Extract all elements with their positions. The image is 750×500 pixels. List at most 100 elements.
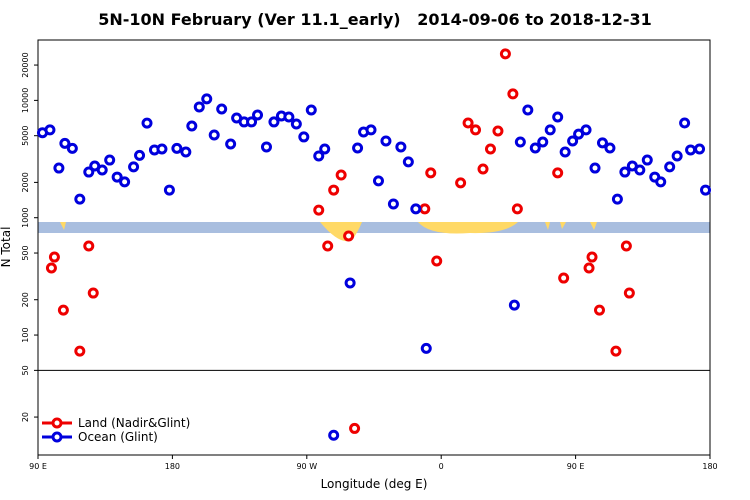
data-point — [470, 124, 482, 136]
data-point — [372, 175, 384, 187]
legend-marker — [51, 431, 63, 443]
data-point — [634, 164, 646, 176]
data-point — [583, 262, 595, 274]
data-point — [508, 299, 520, 311]
data-point — [180, 146, 192, 158]
data-point — [328, 429, 340, 441]
data-point — [328, 184, 340, 196]
data-point — [252, 109, 264, 121]
data-point — [694, 143, 706, 155]
data-point — [246, 116, 258, 128]
data-point — [156, 143, 168, 155]
data-point — [499, 48, 511, 60]
data-point — [420, 342, 432, 354]
legend-label: Ocean (Glint) — [78, 430, 158, 444]
data-point — [558, 272, 570, 284]
surface-band — [38, 222, 710, 242]
x-tick-label: 180 — [702, 462, 717, 471]
x-tick-label: 90 E — [567, 462, 585, 471]
data-point — [537, 136, 549, 148]
data-point — [507, 88, 519, 100]
data-point — [455, 177, 467, 189]
data-point — [349, 422, 361, 434]
chart-title: 5N-10N February (Ver 11.1_early) 2014-09… — [98, 10, 652, 29]
data-point — [596, 137, 608, 149]
data-point — [619, 166, 631, 178]
data-point — [559, 146, 571, 158]
data-point — [344, 277, 356, 289]
data-point — [552, 111, 564, 123]
data-point — [186, 120, 198, 132]
data-point — [685, 144, 697, 156]
y-tick-label: 5000 — [21, 126, 30, 146]
data-point — [305, 104, 317, 116]
data-point — [492, 125, 504, 137]
data-point — [171, 142, 183, 154]
x-tick-label: 90 E — [29, 462, 47, 471]
data-point — [511, 203, 523, 215]
data-point — [552, 167, 564, 179]
data-point — [260, 141, 272, 153]
y-tick-label: 50 — [21, 365, 30, 375]
data-point — [655, 176, 667, 188]
y-tick-label: 20000 — [21, 52, 30, 77]
data-point — [610, 345, 622, 357]
data-point — [580, 124, 592, 136]
y-tick-label: 10000 — [21, 88, 30, 113]
data-point — [53, 162, 65, 174]
data-point — [335, 169, 347, 181]
data-point — [529, 142, 541, 154]
data-point — [522, 104, 534, 116]
data-point — [611, 193, 623, 205]
data-point — [641, 154, 653, 166]
data-point — [298, 131, 310, 143]
data-point — [387, 198, 399, 210]
data-point — [74, 345, 86, 357]
data-point — [193, 101, 205, 113]
x-tick-label: 0 — [439, 462, 444, 471]
data-point — [313, 150, 325, 162]
y-axis-label: N Total — [0, 227, 13, 268]
x-tick-label: 90 W — [296, 462, 317, 471]
data-point — [119, 176, 131, 188]
y-tick-label: 100 — [21, 327, 30, 342]
data-point — [283, 111, 295, 123]
data-point — [96, 164, 108, 176]
data-point — [589, 162, 601, 174]
legend-marker — [51, 417, 63, 429]
land-shape — [418, 222, 518, 234]
plot-frame — [37, 39, 711, 456]
data-point — [57, 304, 69, 316]
y-tick-label: 20 — [21, 412, 30, 422]
data-point — [410, 203, 422, 215]
data-point — [83, 166, 95, 178]
data-point — [620, 240, 632, 252]
data-point — [395, 141, 407, 153]
data-point — [290, 118, 302, 130]
data-point — [477, 163, 489, 175]
data-point — [313, 204, 325, 216]
data-point — [74, 193, 86, 205]
data-point — [365, 124, 377, 136]
data-point — [593, 304, 605, 316]
legend-label: Land (Nadir&Glint) — [78, 416, 190, 430]
legend: Land (Nadir&Glint)Ocean (Glint) — [42, 416, 190, 444]
data-point — [319, 143, 331, 155]
data-point — [462, 117, 474, 129]
data-point — [586, 251, 598, 263]
band — [38, 222, 710, 233]
data-point — [141, 117, 153, 129]
x-tick-label: 180 — [165, 462, 180, 471]
data-point — [671, 150, 683, 162]
data-point — [425, 167, 437, 179]
y-tick-label: 500 — [21, 245, 30, 260]
data-point — [44, 124, 56, 136]
data-point — [225, 138, 237, 150]
data-point — [201, 93, 213, 105]
data-point — [216, 103, 228, 115]
data-point — [567, 135, 579, 147]
data-point — [544, 124, 556, 136]
data-point — [380, 135, 392, 147]
data-point — [604, 142, 616, 154]
